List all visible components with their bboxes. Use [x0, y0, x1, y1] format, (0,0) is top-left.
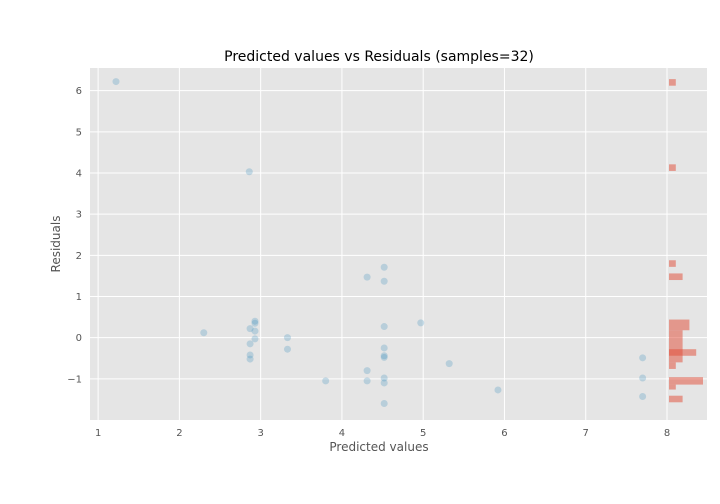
histogram-bar [669, 349, 697, 356]
data-point [363, 377, 371, 385]
chart-title: Predicted values vs Residuals (samples=3… [224, 49, 534, 65]
histogram-bar [669, 377, 703, 385]
data-point [380, 323, 388, 331]
data-point [380, 352, 388, 360]
histogram-bar [669, 273, 683, 281]
data-point [322, 377, 330, 385]
residual-histogram [669, 79, 703, 403]
data-point [200, 329, 208, 337]
data-point [112, 78, 120, 86]
x-tick-label: 5 [420, 428, 426, 439]
x-tick-label: 7 [583, 428, 589, 439]
data-point [246, 325, 254, 333]
data-point [251, 327, 259, 335]
data-point [380, 379, 388, 387]
data-point [251, 317, 259, 325]
data-point [246, 351, 254, 359]
x-tick-label: 2 [176, 428, 182, 439]
x-tick-label: 1 [95, 428, 101, 439]
x-tick-label: 8 [664, 428, 670, 439]
histogram-bar [669, 319, 690, 331]
data-point [380, 263, 388, 271]
data-point [251, 319, 259, 327]
data-point [639, 374, 647, 382]
y-tick-label: 2 [76, 251, 82, 262]
histogram-bar [669, 79, 676, 86]
histogram-bar [669, 362, 676, 369]
data-point [251, 335, 259, 343]
data-point [246, 355, 254, 363]
data-point [494, 386, 502, 394]
histogram-bar [669, 395, 683, 403]
data-point [380, 353, 388, 361]
data-point [380, 400, 388, 408]
data-point [363, 367, 371, 375]
data-point [639, 393, 647, 401]
data-point [380, 277, 388, 285]
data-point [417, 319, 425, 327]
data-point [445, 360, 453, 368]
histogram-bar [669, 260, 676, 267]
y-tick-label: 3 [76, 210, 82, 221]
y-tick-label: 4 [76, 168, 82, 179]
grid-lines [90, 68, 707, 420]
data-point [363, 273, 371, 281]
x-tick-label: 4 [339, 428, 345, 439]
data-point [283, 334, 291, 342]
y-tick-label: −1 [67, 374, 82, 385]
x-tick-label: 3 [257, 428, 263, 439]
y-tick-label: 1 [76, 292, 82, 303]
data-point [245, 168, 253, 176]
x-tick-labels: 1 2 3 4 5 6 7 8 [95, 428, 670, 439]
plot-area [90, 68, 667, 420]
scatter-points [112, 78, 647, 408]
data-point [639, 354, 647, 362]
x-axis-label: Predicted values [329, 440, 428, 454]
y-tick-label: 5 [76, 127, 82, 138]
x-tick-label: 6 [501, 428, 507, 439]
histogram-bar [669, 384, 676, 390]
y-tick-label: 0 [76, 333, 82, 344]
data-point [246, 340, 254, 348]
histogram-bar [669, 355, 683, 363]
data-point [283, 345, 291, 353]
y-axis-label: Residuals [49, 216, 63, 273]
y-tick-label: 6 [76, 86, 82, 97]
histogram-bar [669, 164, 676, 171]
data-point [380, 344, 388, 352]
data-point [380, 374, 388, 382]
y-tick-labels: −1 0 1 2 3 4 5 6 [67, 86, 82, 385]
